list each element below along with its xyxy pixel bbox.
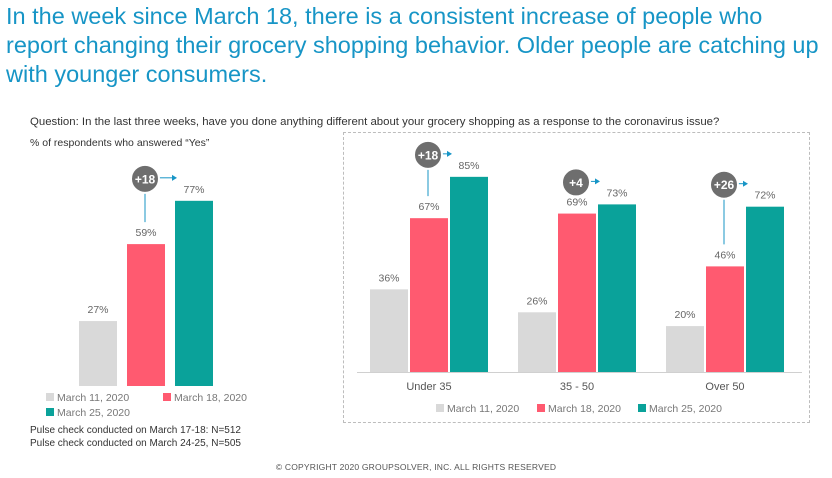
bar-over-50-march11 <box>666 326 704 372</box>
headline: In the week since March 18, there is a c… <box>6 3 819 87</box>
legend-swatch <box>436 404 444 412</box>
data-label: 85% <box>458 160 479 172</box>
bar-35-50-march18 <box>558 213 596 372</box>
change-arrow-head <box>595 178 600 185</box>
data-label: 36% <box>378 272 399 284</box>
legend-item-march11-left: March 11, 2020 <box>46 392 129 404</box>
legend-item-march25-right: March 25, 2020 <box>638 403 722 415</box>
sample-note-2: Pulse check conducted on March 24-25, N=… <box>30 438 241 449</box>
category-label: Over 50 <box>705 381 744 393</box>
change-badge-text: +18 <box>135 172 156 186</box>
legend-swatch <box>46 408 54 416</box>
question-text: Question: In the last three weeks, have … <box>30 116 720 128</box>
legend-item-march18-left: March 18, 2020 <box>163 392 247 404</box>
category-label: 35 - 50 <box>560 381 594 393</box>
bar-overall-march11 <box>79 321 117 386</box>
data-label: 69% <box>566 197 587 209</box>
bar-35-50-march25 <box>598 204 636 372</box>
respondents-caption: % of respondents who answered “Yes” <box>30 137 210 149</box>
legend-label: March 18, 2020 <box>174 392 247 404</box>
age-breakdown-frame <box>343 132 810 423</box>
data-label: 72% <box>754 190 775 202</box>
change-badge-text: +4 <box>569 176 583 190</box>
legend-swatch <box>537 404 545 412</box>
change-arrow-head <box>172 174 177 181</box>
sample-note-1: Pulse check conducted on March 17-18: N=… <box>30 425 241 436</box>
legend-item-march25-left: March 25, 2020 <box>46 407 130 419</box>
bar-overall-march25 <box>175 200 213 386</box>
bar-under-35-march11 <box>370 289 408 372</box>
change-badge <box>561 167 591 198</box>
legend-swatch <box>163 393 171 401</box>
data-label: 20% <box>674 309 695 321</box>
bar-over-50-march18 <box>706 266 744 372</box>
data-label: 27% <box>87 304 108 316</box>
legend-label: March 18, 2020 <box>548 403 621 415</box>
change-badge <box>709 169 739 200</box>
change-badge <box>413 139 443 170</box>
bar-overall-march18 <box>127 244 165 386</box>
change-arrow-head <box>743 180 748 187</box>
data-label: 73% <box>606 187 627 199</box>
data-label: 59% <box>135 227 156 239</box>
legend-swatch <box>46 393 54 401</box>
data-label: 67% <box>418 201 439 213</box>
category-label: Under 35 <box>406 381 451 393</box>
change-arrow-head <box>447 150 452 157</box>
bar-under-35-march25 <box>450 176 488 372</box>
data-label: 77% <box>183 184 204 196</box>
legend-label: March 11, 2020 <box>447 403 520 415</box>
data-label: 26% <box>526 295 547 307</box>
bar-under-35-march18 <box>410 218 448 372</box>
change-badge <box>130 163 160 194</box>
legend-swatch <box>638 404 646 412</box>
change-badge-text: +18 <box>418 148 439 162</box>
legend-item-march11-right: March 11, 2020 <box>436 403 519 415</box>
copyright: © COPYRIGHT 2020 GROUPSOLVER, INC. ALL R… <box>275 462 557 472</box>
bar-35-50-march11 <box>518 312 556 372</box>
bar-over-50-march25 <box>746 206 784 372</box>
legend-item-march18-right: March 18, 2020 <box>537 403 621 415</box>
change-badge-text: +26 <box>714 178 735 192</box>
data-label: 46% <box>714 249 735 261</box>
legend-label: March 11, 2020 <box>57 392 130 404</box>
legend-label: March 25, 2020 <box>57 407 130 419</box>
legend-label: March 25, 2020 <box>649 403 722 415</box>
